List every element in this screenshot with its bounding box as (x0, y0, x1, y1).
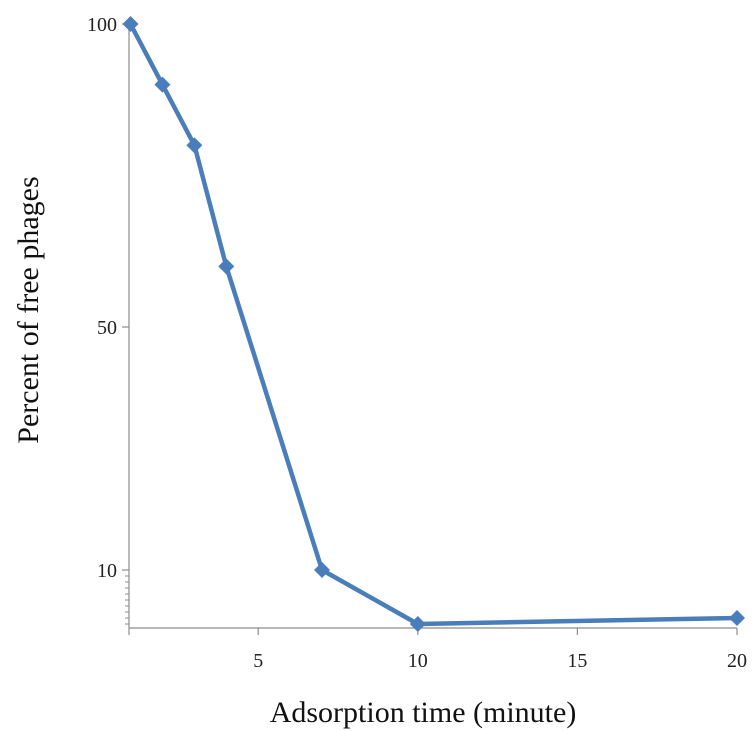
series-line (131, 24, 738, 624)
x-tick-label: 20 (727, 650, 747, 672)
data-point-marker (186, 137, 202, 153)
y-tick-label: 10 (97, 560, 117, 582)
y-ticks: 10 50 100 (87, 14, 129, 624)
data-point-marker (218, 258, 234, 274)
x-tick-label: 5 (253, 650, 263, 672)
x-ticks: 5 10 15 20 (129, 628, 747, 672)
data-point-marker (123, 16, 139, 32)
y-tick-label: 50 (97, 317, 117, 339)
data-point-marker (154, 77, 170, 93)
x-tick-label: 10 (408, 650, 428, 672)
x-axis-title: Adsorption time (minute) (270, 696, 577, 729)
axes (129, 24, 737, 628)
series-layer (123, 16, 745, 632)
y-axis-title: Percent of free phages (12, 176, 45, 443)
x-tick-label: 15 (567, 650, 587, 672)
y-tick-label: 100 (87, 14, 117, 36)
data-point-marker (729, 610, 745, 626)
